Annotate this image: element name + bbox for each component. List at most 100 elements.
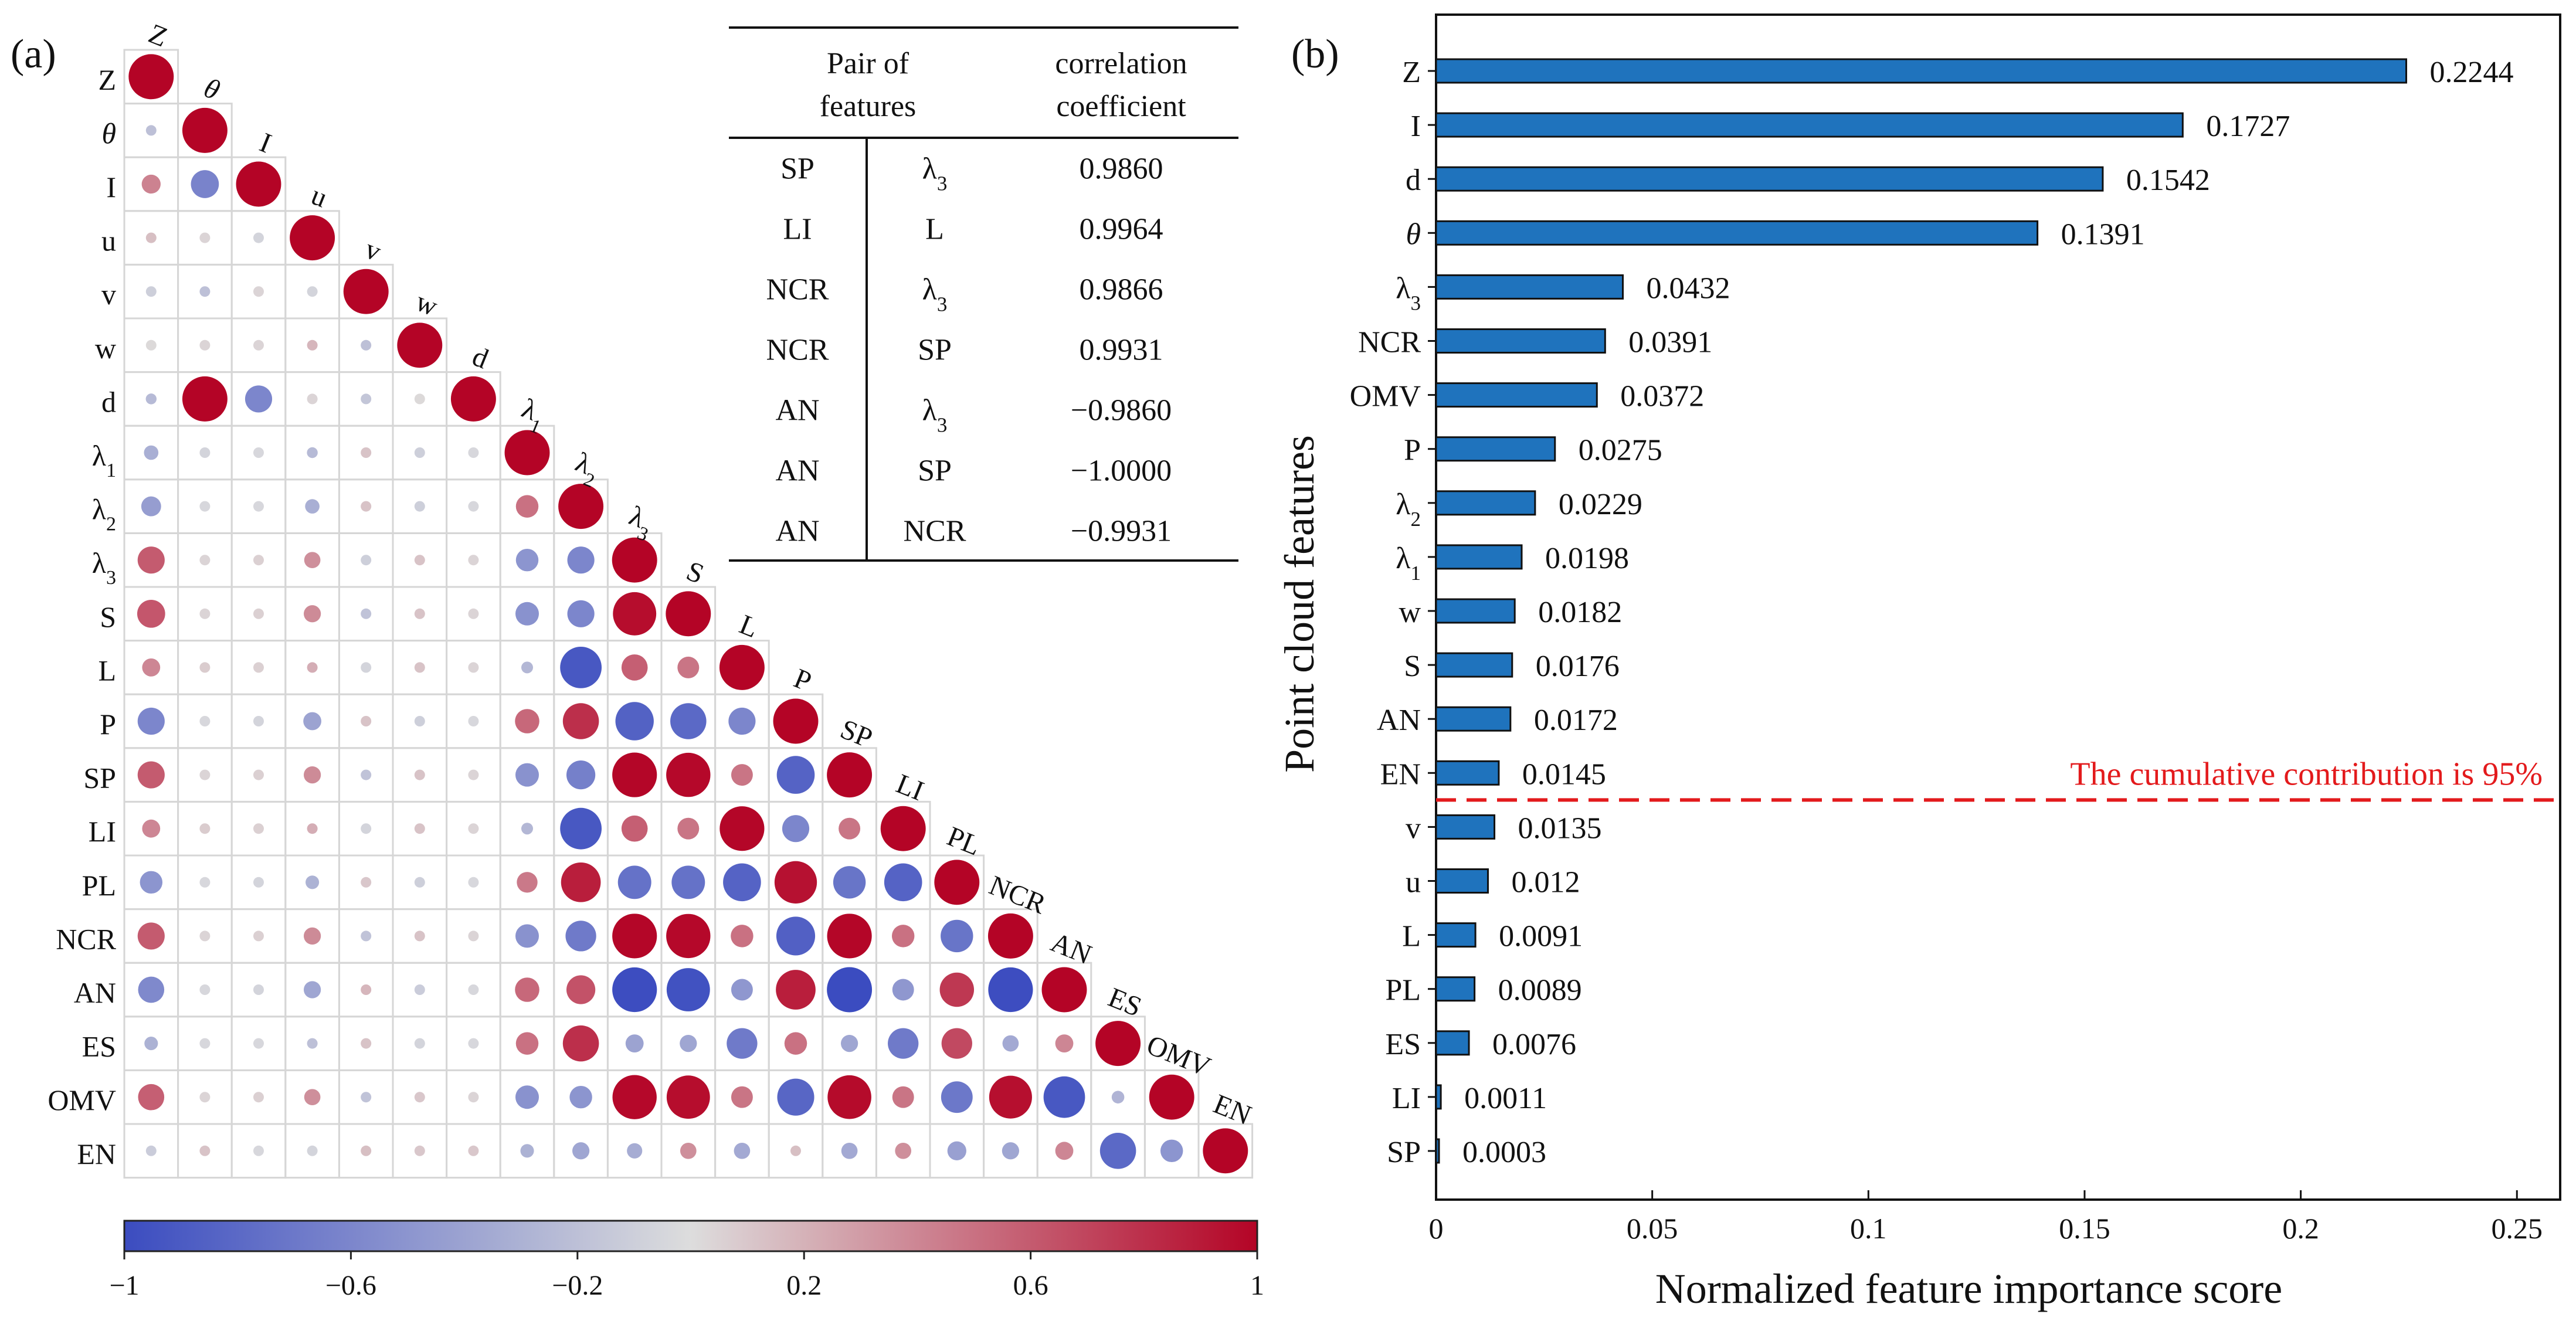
matrix-dot	[515, 495, 539, 518]
matrix-dot	[515, 977, 539, 1002]
matrix-dot	[245, 385, 273, 413]
matrix-dot	[253, 984, 264, 995]
matrix-dot	[361, 1038, 372, 1049]
matrix-dot	[827, 913, 872, 959]
matrix-dot	[468, 501, 479, 512]
matrix-dot	[617, 865, 651, 899]
matrix-dot	[361, 984, 372, 995]
matrix-dot	[612, 752, 657, 797]
matrix-dot	[306, 875, 320, 889]
matrix-dot	[414, 984, 425, 995]
matrix-row-label-lambda1: λ1	[92, 439, 116, 481]
bar-value-label-lambda2: 0.0229	[1559, 488, 1642, 521]
table-header: correlation	[1055, 47, 1187, 80]
matrix-dot	[307, 447, 318, 459]
colorbar-tick-label: −1	[109, 1270, 139, 1301]
matrix-dot	[558, 484, 604, 529]
matrix-dot	[666, 968, 710, 1011]
bar-w	[1435, 598, 1516, 624]
matrix-dot	[199, 769, 211, 780]
y-tick-label-omv: OMV	[1350, 380, 1421, 413]
matrix-dot	[137, 546, 165, 574]
matrix-dot	[361, 877, 372, 888]
matrix-dot	[199, 608, 211, 619]
matrix-row-label-ncr: NCR	[56, 922, 116, 955]
matrix-dot	[773, 698, 819, 744]
x-tick-label: 0.15	[2059, 1212, 2110, 1245]
matrix-row-label-pl: PL	[82, 869, 116, 902]
table-cell-value: 0.9860	[1080, 152, 1163, 186]
matrix-row-label-lambda3: λ3	[92, 546, 116, 589]
y-tick-label-v: v	[1406, 811, 1421, 845]
matrix-dot	[941, 1028, 972, 1059]
colorbar-tick-label: −0.6	[325, 1270, 376, 1301]
matrix-dot	[199, 716, 211, 726]
matrix-dot	[468, 716, 479, 726]
matrix-dot	[303, 605, 321, 623]
matrix-col-label-an: AN	[1047, 926, 1096, 970]
matrix-dot	[827, 967, 873, 1013]
matrix-dot	[621, 815, 648, 842]
matrix-dot	[612, 913, 657, 959]
matrix-dot	[253, 1092, 264, 1103]
bar-value-label-l: 0.0091	[1499, 920, 1583, 953]
y-tick-label-pl: PL	[1385, 974, 1421, 1007]
matrix-dot	[670, 703, 707, 739]
correlation-table: Pair of features correlation coefficient SP λ…	[729, 26, 1238, 562]
matrix-dot	[182, 376, 228, 422]
matrix-dot	[361, 1092, 372, 1103]
matrix-dot	[1149, 1074, 1194, 1120]
matrix-dot	[727, 1028, 758, 1059]
bar-u	[1435, 868, 1489, 894]
matrix-row-label-an: AN	[74, 976, 116, 1009]
matrix-dot	[361, 716, 372, 726]
matrix-dot	[1055, 1142, 1074, 1160]
matrix-row-label-u: u	[101, 225, 116, 257]
matrix-row-label-i: I	[106, 171, 116, 203]
matrix-dot	[361, 393, 372, 405]
matrix-dot	[414, 662, 425, 673]
bar-v	[1435, 814, 1496, 840]
matrix-dot	[145, 125, 157, 136]
bar-d	[1435, 166, 2104, 192]
matrix-dot	[517, 872, 538, 893]
bar-lambda1	[1435, 544, 1523, 570]
matrix-dot	[414, 447, 425, 458]
matrix-dot	[515, 1032, 539, 1055]
matrix-dot	[414, 1038, 425, 1049]
matrix-dot	[612, 1075, 657, 1119]
matrix-dot	[562, 1025, 599, 1062]
matrix-dot	[562, 703, 599, 739]
matrix-dot	[615, 702, 654, 741]
table-cell-feature-a: AN	[775, 515, 819, 548]
bar-value-label-theta: 0.1391	[2061, 218, 2145, 251]
bar-omv	[1435, 382, 1598, 408]
matrix-dot	[833, 866, 866, 899]
matrix-dot	[253, 286, 264, 297]
matrix-dot	[140, 871, 163, 894]
matrix-row-label-p: P	[100, 708, 116, 741]
matrix-dot	[144, 445, 159, 460]
matrix-dot	[307, 339, 318, 351]
matrix-dot	[303, 766, 321, 784]
threshold-label: The cumulative contribution is 95%	[2070, 756, 2543, 792]
matrix-dot	[666, 752, 711, 797]
y-tick-label-z: Z	[1402, 56, 1421, 89]
colorbar: −1 −0.6 −0.2 0.2 0.6 1	[109, 1220, 1264, 1301]
matrix-dot	[567, 600, 595, 627]
matrix-dot	[565, 921, 596, 952]
y-tick-label-li: LI	[1392, 1082, 1421, 1115]
matrix-dot	[307, 823, 318, 834]
matrix-dot	[895, 1142, 912, 1159]
x-tick-label: 0.1	[1850, 1212, 1887, 1245]
bar-p	[1435, 436, 1556, 462]
table-cell-value: 0.9931	[1080, 334, 1163, 367]
matrix-dot	[947, 1141, 966, 1160]
matrix-dot	[515, 602, 539, 626]
matrix-dot	[414, 769, 425, 780]
matrix-col-label-theta: θ	[199, 72, 224, 106]
table-row: SP λ3 0.9860	[780, 152, 1163, 195]
bar-value-label-u: 0.012	[1511, 866, 1580, 899]
matrix-dot	[625, 1034, 644, 1052]
correlation-matrix: ZZθθIIuuvvwwddλ1λ1λ2λ2λ3λ3SSLLPPSPSPLILI…	[47, 18, 1255, 1179]
